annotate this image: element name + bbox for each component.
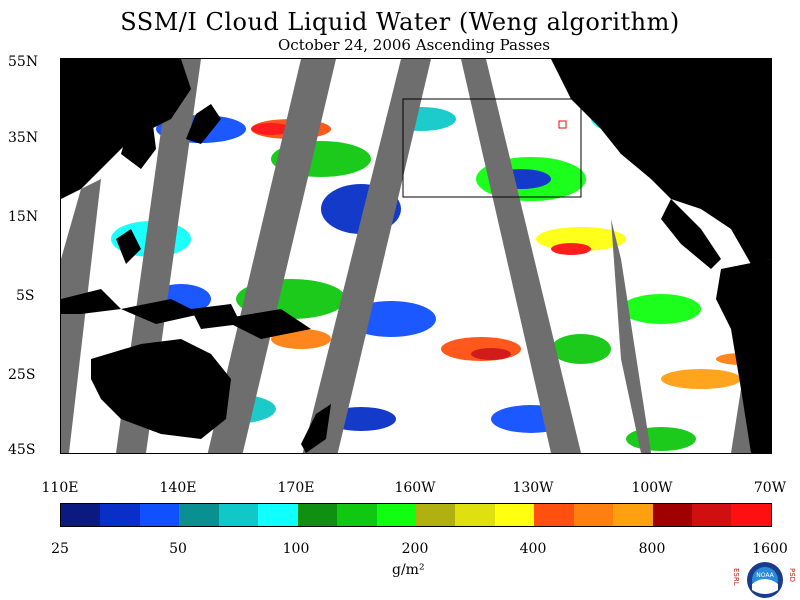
colorbar-label-200: 200 [401, 541, 429, 557]
land-masses [61, 59, 771, 453]
noaa-esrl-psd-logo: NOAA ESRL PSD [732, 562, 796, 598]
colorbar-swatch [337, 504, 377, 526]
colorbar-swatch [179, 504, 219, 526]
colorbar-label-800: 800 [638, 541, 666, 557]
colorbar-swatch [455, 504, 495, 526]
colorbar-label-100: 100 [282, 541, 310, 557]
colorbar-swatch [61, 504, 101, 526]
lon-label-170e: 170E [277, 480, 315, 496]
colorbar-label-1600: 1600 [752, 541, 788, 557]
lon-label-110e: 110E [41, 480, 79, 496]
map-title: SSM/I Cloud Liquid Water (Weng algorithm… [120, 8, 680, 36]
colorbar-swatch [692, 504, 732, 526]
colorbar-swatch [494, 504, 535, 526]
map-canvas [61, 59, 771, 453]
lon-label-140e: 140E [159, 480, 197, 496]
lon-label-100w: 100W [631, 480, 673, 496]
lat-label-55n: 55N [8, 54, 39, 70]
colorbar-label-25: 25 [51, 541, 69, 557]
colorbar-swatch [139, 504, 180, 526]
colorbar-label-50: 50 [169, 541, 187, 557]
colorbar-swatch [652, 504, 692, 526]
colorbar-swatch [613, 504, 653, 526]
colorbar-swatch [218, 504, 259, 526]
colorbar [60, 503, 772, 527]
location-marker [558, 120, 567, 129]
lat-label-15n: 15N [8, 209, 39, 225]
colorbar-swatch [731, 504, 771, 526]
colorbar-label-400: 400 [519, 541, 547, 557]
lat-label-5s: 5S [16, 288, 35, 304]
lon-label-70w: 70W [753, 480, 787, 496]
colorbar-swatch [258, 504, 298, 526]
lat-label-25s: 25S [8, 367, 36, 383]
colorbar-swatch [100, 504, 140, 526]
map-subtitle: October 24, 2006 Ascending Passes [278, 36, 550, 54]
colorbar-swatch [415, 504, 456, 526]
lat-label-45s: 45S [8, 442, 36, 458]
inset-box [402, 98, 582, 198]
colorbar-swatch [534, 504, 574, 526]
lat-label-35n: 35N [8, 130, 39, 146]
lon-label-160w: 160W [394, 480, 436, 496]
cloud-liquid-water-map [60, 58, 772, 454]
lon-label-130w: 130W [512, 480, 554, 496]
colorbar-swatch [573, 504, 614, 526]
colorbar-swatch [376, 504, 416, 526]
unit-label: g/m² [392, 562, 425, 578]
logo-badge: NOAA [756, 572, 774, 579]
data-gap-swaths [61, 59, 761, 453]
logo-right-letters: PSD [788, 568, 796, 582]
colorbar-swatch [297, 504, 338, 526]
logo-left-letters: ESRL [732, 568, 740, 586]
